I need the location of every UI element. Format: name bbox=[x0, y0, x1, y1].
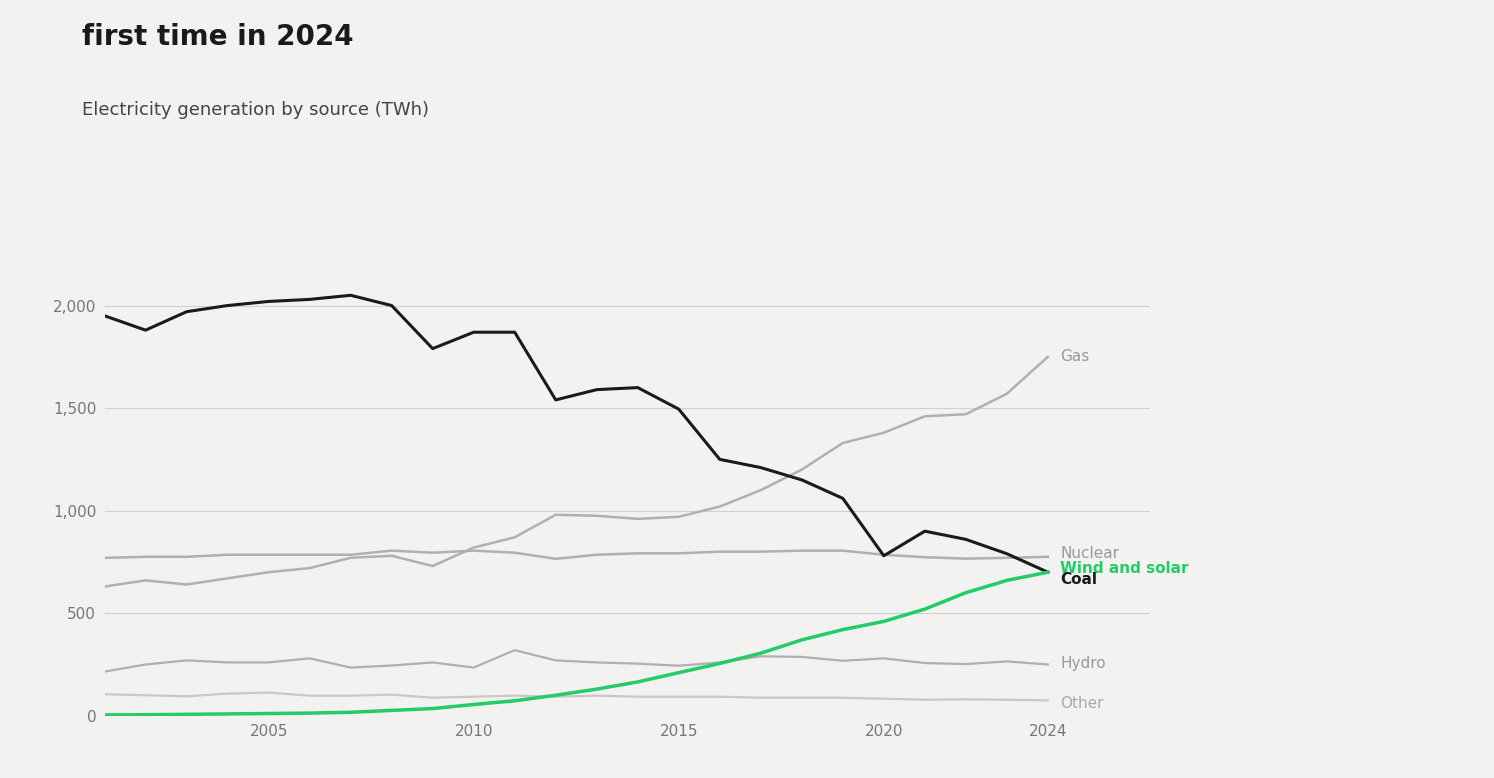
Text: Coal: Coal bbox=[1061, 572, 1097, 587]
Text: Electricity generation by source (TWh): Electricity generation by source (TWh) bbox=[82, 101, 429, 119]
Text: Gas: Gas bbox=[1061, 349, 1089, 364]
Text: first time in 2024: first time in 2024 bbox=[82, 23, 354, 51]
Text: Hydro: Hydro bbox=[1061, 656, 1106, 671]
Text: Nuclear: Nuclear bbox=[1061, 545, 1119, 561]
Text: Other: Other bbox=[1061, 696, 1104, 711]
Text: Wind and solar: Wind and solar bbox=[1061, 561, 1189, 576]
